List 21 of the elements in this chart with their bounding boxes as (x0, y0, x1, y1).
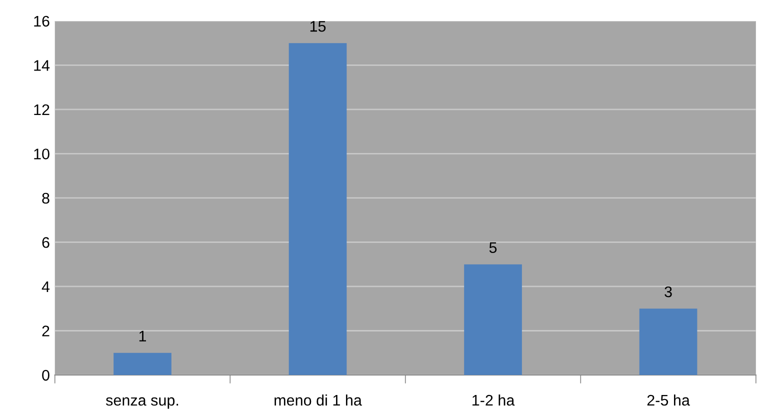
x-tick-label: senza sup. (106, 397, 178, 409)
bar (464, 264, 522, 376)
x-tick-label: 1-2 ha (472, 394, 515, 406)
y-tick-label: 6 (42, 237, 50, 248)
bar (288, 43, 347, 376)
y-tick-label: 0 (42, 370, 50, 381)
data-label: 1 (139, 330, 146, 342)
y-tick-label: 14 (34, 60, 50, 71)
bar (639, 308, 698, 376)
data-label: 3 (664, 286, 672, 298)
x-tick-label: 2-5 ha (647, 394, 690, 406)
x-tick-label: meno di 1 ha (274, 394, 362, 406)
y-tick-label: 2 (42, 326, 50, 336)
data-label: 5 (489, 242, 497, 254)
y-tick-label: 4 (42, 282, 50, 292)
data-label: 15 (310, 21, 326, 32)
y-tick-label: 12 (34, 104, 50, 115)
bar (114, 352, 172, 376)
y-tick-label: 8 (42, 192, 50, 204)
y-tick-label: 16 (34, 16, 50, 27)
y-tick-label: 10 (34, 148, 50, 160)
